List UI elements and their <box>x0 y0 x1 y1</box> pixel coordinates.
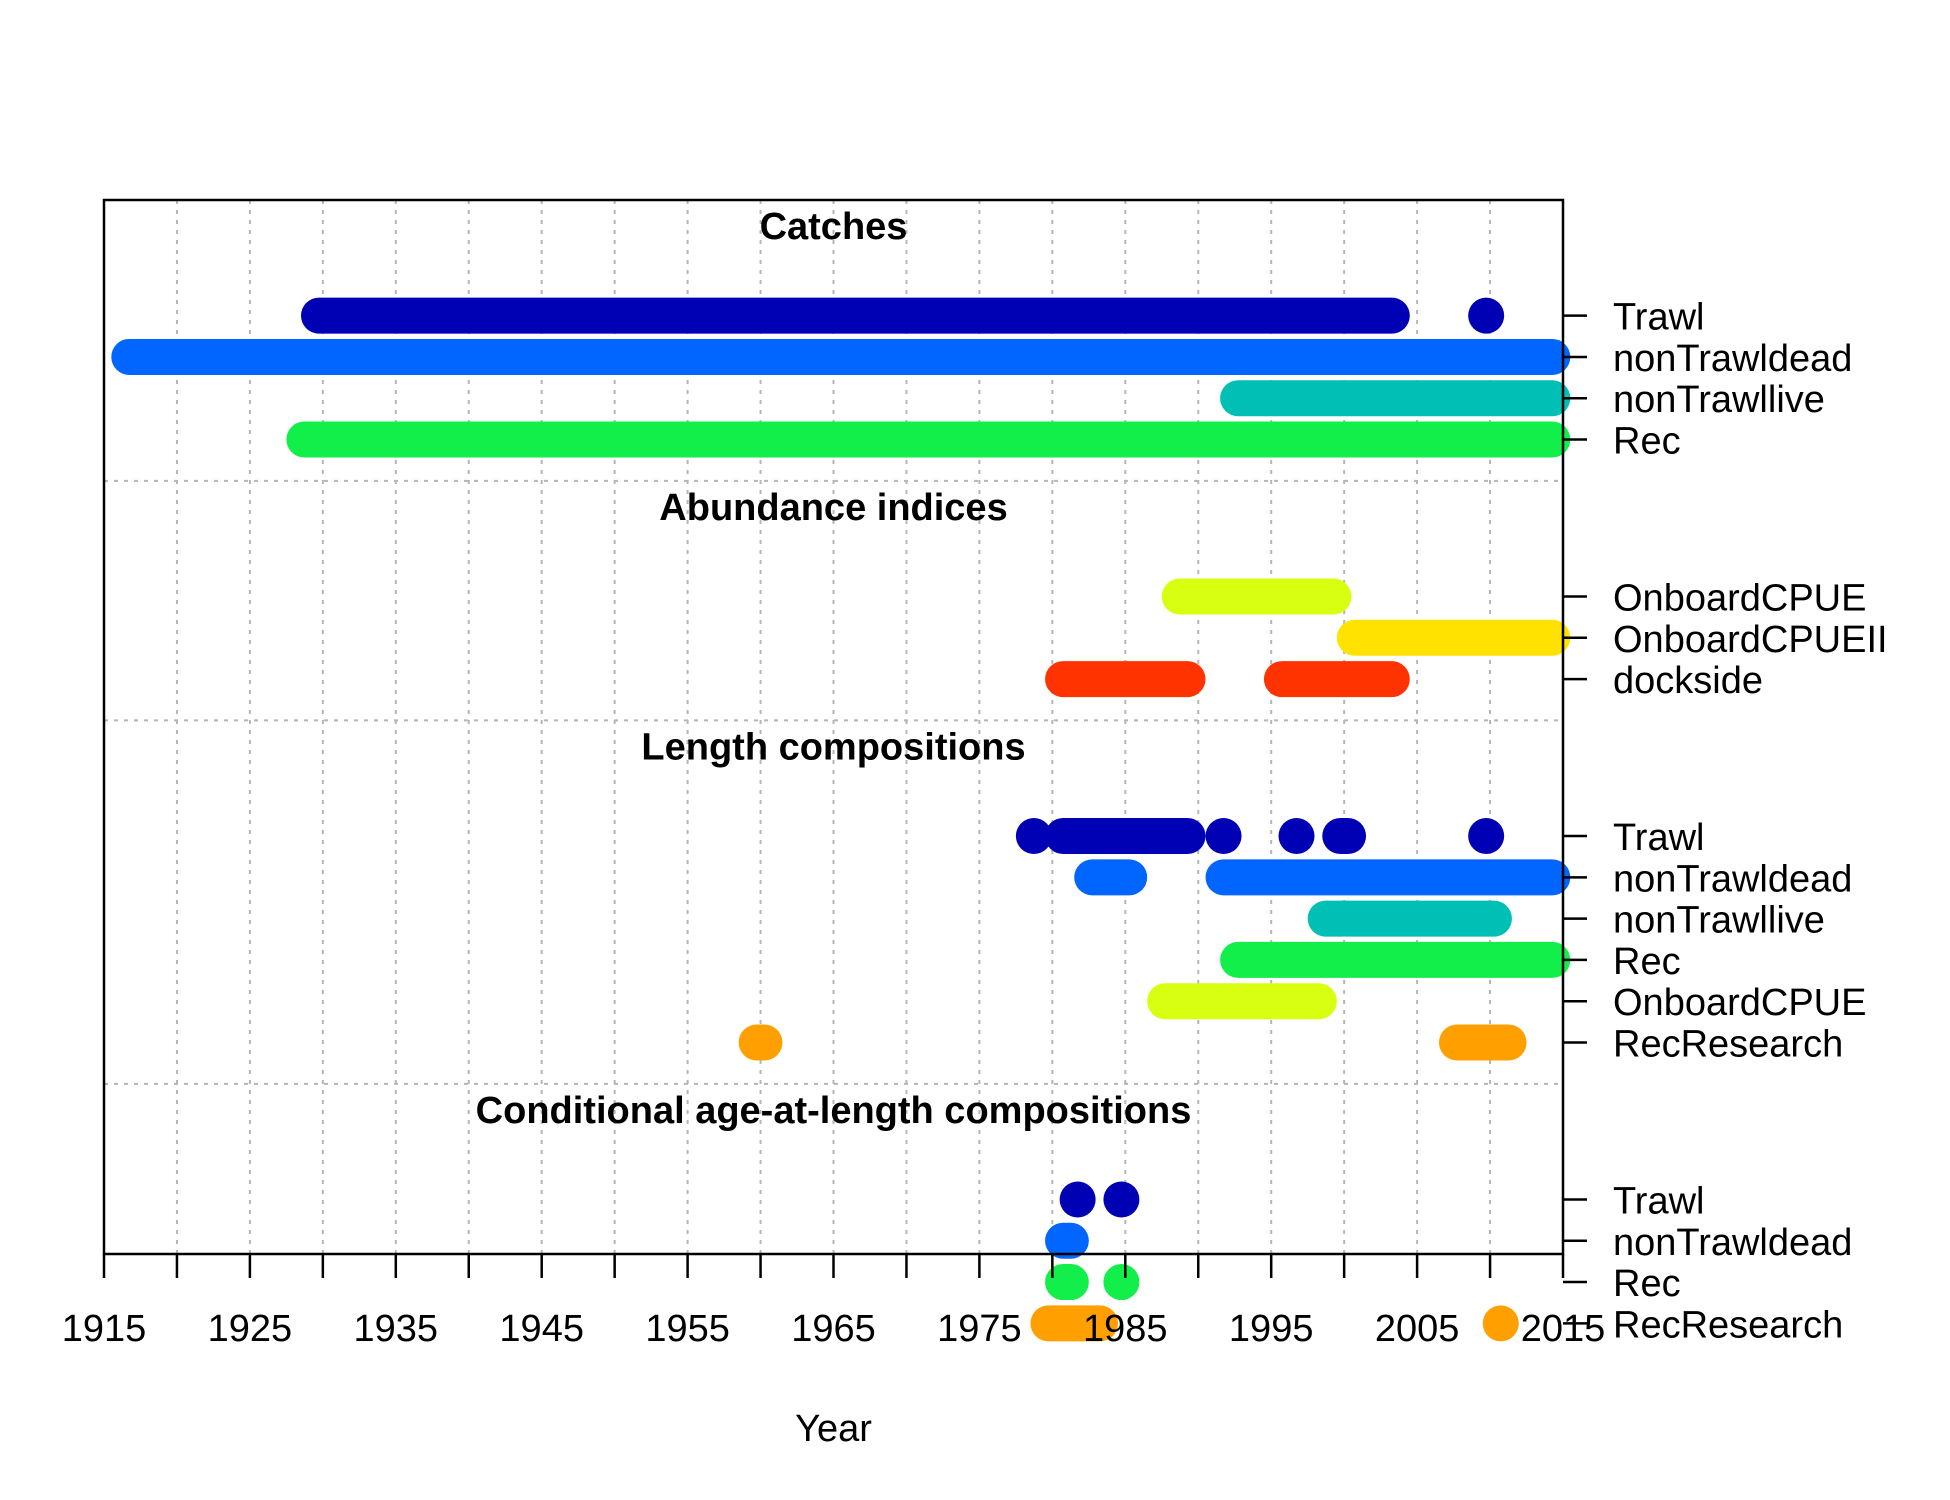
data-bar <box>1074 859 1148 896</box>
data-bar <box>1045 661 1206 698</box>
x-axis-title: Year <box>795 1408 872 1450</box>
data-bar <box>1045 1222 1089 1259</box>
row-label: nonTrawldead <box>1613 1222 1852 1264</box>
x-tick-label: 1975 <box>937 1308 1022 1350</box>
data-bar <box>1468 297 1505 334</box>
right-axis: TrawlnonTrawldeadnonTrawlliveRecOnboardC… <box>1563 297 1888 1346</box>
data-bar <box>1205 818 1242 855</box>
data-bar <box>1468 818 1505 855</box>
row-label: nonTrawldead <box>1613 338 1852 380</box>
data-bar <box>1015 818 1052 855</box>
data-bar <box>1307 900 1512 937</box>
data-bar <box>286 421 1571 458</box>
row-label: OnboardCPUE <box>1613 577 1866 619</box>
x-tick-label: 1985 <box>1083 1308 1168 1350</box>
x-tick-label: 1935 <box>354 1308 439 1350</box>
row-label: dockside <box>1613 660 1763 702</box>
row-label: Rec <box>1613 421 1681 463</box>
data-bar <box>738 1024 783 1061</box>
section-separators <box>104 479 1563 1085</box>
row-label: RecResearch <box>1613 1024 1843 1066</box>
section-title: Conditional age-at-length compositions <box>476 1090 1192 1132</box>
data-bar <box>1336 619 1571 656</box>
x-tick-label: 1995 <box>1229 1308 1314 1350</box>
data-bars <box>111 297 1571 1342</box>
section-title: Catches <box>760 206 908 248</box>
data-bar <box>1059 1181 1096 1218</box>
row-label: Rec <box>1613 1263 1681 1305</box>
x-tick-label: 2005 <box>1375 1308 1460 1350</box>
row-label: Trawl <box>1613 1180 1704 1222</box>
data-bar <box>111 338 1571 375</box>
row-label: nonTrawldead <box>1613 858 1852 900</box>
data-bar <box>1103 1264 1140 1301</box>
x-tick-label: 1915 <box>62 1308 147 1350</box>
data-bar <box>1438 1024 1527 1061</box>
section-titles: Catches Abundance indices Length compositi… <box>476 206 1192 1132</box>
data-bar <box>1045 1264 1089 1301</box>
data-bar <box>1263 661 1410 698</box>
x-tick-label: 1955 <box>645 1308 730 1350</box>
data-bar <box>1220 941 1571 978</box>
x-tick-label: 2015 <box>1521 1308 1606 1350</box>
row-label: OnboardCPUEII <box>1613 619 1888 661</box>
x-tick-label: 1945 <box>499 1308 584 1350</box>
x-tick-label: 1925 <box>208 1308 293 1350</box>
data-bar <box>1220 380 1571 417</box>
row-label: nonTrawllive <box>1613 900 1825 942</box>
data-bar <box>1161 578 1352 615</box>
row-label: OnboardCPUE <box>1613 982 1866 1024</box>
data-bar <box>1045 818 1206 855</box>
data-bar <box>1030 1305 1119 1342</box>
x-axis: 1915 1925 1935 1945 1955 1965 1975 1985 1995 2005… <box>62 1254 1606 1350</box>
section-title: Length compositions <box>641 727 1025 769</box>
section-title: Abundance indices <box>659 487 1007 529</box>
row-label: Trawl <box>1613 297 1704 339</box>
row-label: Rec <box>1613 941 1681 983</box>
data-bar <box>1147 983 1337 1020</box>
data-bar <box>1205 859 1571 896</box>
data-bar <box>1103 1181 1140 1218</box>
data-bar <box>1322 818 1367 855</box>
data-bar <box>1482 1305 1519 1342</box>
data-bar <box>1278 818 1315 855</box>
row-label: RecResearch <box>1613 1304 1843 1346</box>
row-label: Trawl <box>1613 817 1704 859</box>
data-bar <box>300 297 1410 334</box>
x-tick-label: 1965 <box>791 1308 876 1350</box>
row-label: nonTrawllive <box>1613 379 1825 421</box>
